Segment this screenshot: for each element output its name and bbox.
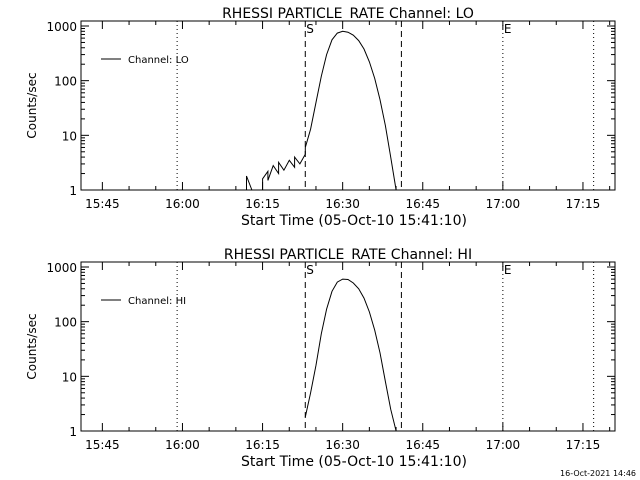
x-tick-label: 17:00 bbox=[486, 438, 521, 452]
panel-hi: RHESSI PARTICLE_RATE Channel: HI 1 10 100 10… bbox=[25, 247, 616, 470]
legend-label: Channel: LO bbox=[128, 55, 189, 66]
x-tick-label: 16:00 bbox=[165, 197, 200, 211]
y-tick-label: 1000 bbox=[46, 20, 77, 34]
y-tick-label: 1 bbox=[69, 425, 77, 439]
y-tick-label: 10 bbox=[62, 370, 77, 384]
time-marker-label: S bbox=[306, 22, 314, 36]
time-marker-label: E bbox=[504, 263, 512, 277]
y-tick-label: 1 bbox=[69, 184, 77, 198]
series-line bbox=[246, 30, 397, 191]
y-axis-label: Counts/sec bbox=[25, 72, 39, 138]
x-tick-label: 16:15 bbox=[245, 438, 280, 452]
x-tick-label: 16:30 bbox=[325, 197, 360, 211]
x-tick-label: 17:00 bbox=[486, 197, 521, 211]
x-tick-label: 17:15 bbox=[566, 438, 601, 452]
chart-title: RHESSI PARTICLE_RATE Channel: LO bbox=[222, 6, 474, 22]
plot-frame bbox=[80, 261, 616, 432]
x-tick-label: 16:00 bbox=[165, 438, 200, 452]
series-line bbox=[304, 278, 397, 432]
panel-lo: RHESSI PARTICLE_RATE Channel: LO 1 10 100 10… bbox=[25, 6, 616, 229]
x-tick-label: 15:45 bbox=[85, 197, 120, 211]
chart-title: RHESSI PARTICLE_RATE Channel: HI bbox=[224, 247, 472, 263]
x-tick-label: 15:45 bbox=[85, 438, 120, 452]
y-tick-label: 1000 bbox=[46, 261, 77, 275]
y-axis-label: Counts/sec bbox=[25, 313, 39, 379]
x-axis-label: Start Time (05-Oct-10 15:41:10) bbox=[241, 213, 467, 229]
y-tick-label: 10 bbox=[62, 129, 77, 143]
x-tick-label: 17:15 bbox=[566, 197, 601, 211]
plot-frame bbox=[80, 20, 616, 191]
footer-timestamp: 16-Oct-2021 14:46 bbox=[560, 469, 636, 478]
x-tick-label: 16:45 bbox=[405, 197, 440, 211]
y-tick-label: 100 bbox=[54, 75, 77, 89]
x-tick-label: 16:30 bbox=[325, 438, 360, 452]
y-tick-label: 100 bbox=[54, 316, 77, 330]
legend-label: Channel: HI bbox=[128, 296, 186, 307]
x-tick-label: 16:45 bbox=[405, 438, 440, 452]
time-marker-label: S bbox=[306, 263, 314, 277]
x-axis-label: Start Time (05-Oct-10 15:41:10) bbox=[241, 454, 467, 470]
x-tick-label: 16:15 bbox=[245, 197, 280, 211]
time-marker-label: E bbox=[504, 22, 512, 36]
